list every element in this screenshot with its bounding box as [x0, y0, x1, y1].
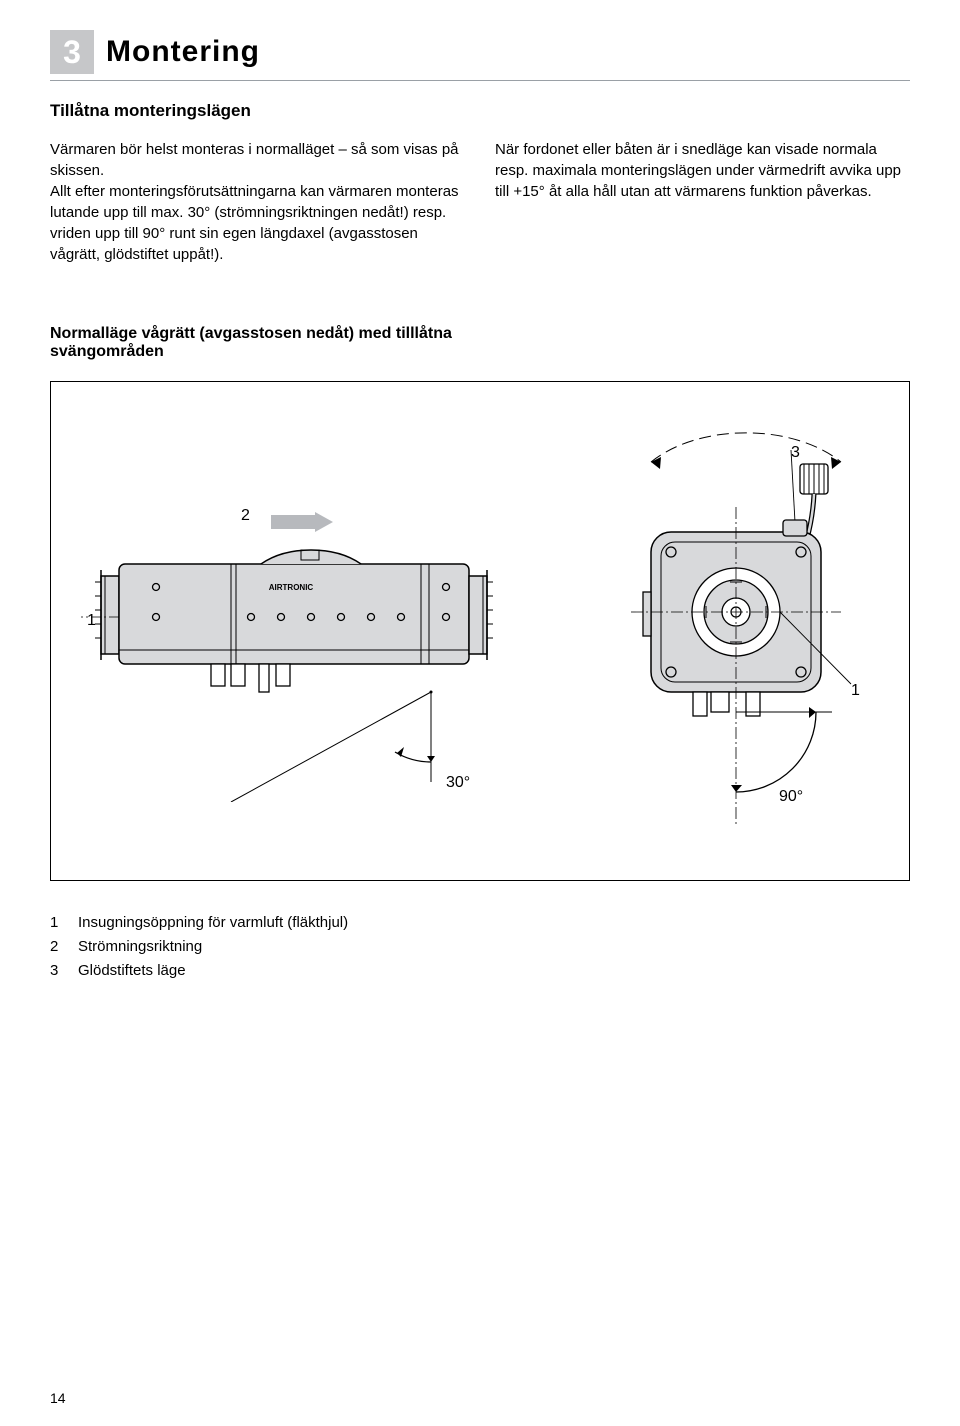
left-para: Värmaren bör helst monteras i normalläge…: [50, 139, 465, 265]
legend-row: 3 Glödstiftets läge: [50, 959, 910, 983]
figure-caption: Normalläge vågrätt (avgasstosen nedåt) m…: [50, 325, 470, 361]
right-para: När fordonet eller båten är i snedläge k…: [495, 139, 910, 202]
section-header: 3 Montering: [50, 30, 910, 74]
figure-frame: 3 2 1 1 30° 90°: [50, 381, 910, 881]
body-columns: Värmaren bör helst monteras i normalläge…: [50, 139, 910, 265]
device-side-view: AIRTRONIC: [81, 482, 511, 802]
legend-num: 1: [50, 911, 64, 935]
legend-num: 2: [50, 935, 64, 959]
legend-text: Glödstiftets läge: [78, 959, 186, 983]
legend: 1 Insugningsöppning för varmluft (fläkth…: [50, 911, 910, 983]
page-number: 14: [50, 1390, 66, 1406]
device-end-view: [581, 392, 911, 852]
legend-text: Strömningsriktning: [78, 935, 202, 959]
legend-row: 2 Strömningsriktning: [50, 935, 910, 959]
legend-num: 3: [50, 959, 64, 983]
subtitle: Tillåtna monteringslägen: [50, 101, 910, 121]
section-title: Montering: [106, 35, 260, 69]
left-column: Värmaren bör helst monteras i normalläge…: [50, 139, 465, 265]
right-column: När fordonet eller båten är i snedläge k…: [495, 139, 910, 265]
legend-row: 1 Insugningsöppning för varmluft (fläkth…: [50, 911, 910, 935]
header-rule: [50, 80, 910, 81]
svg-text:AIRTRONIC: AIRTRONIC: [269, 583, 314, 592]
section-number-badge: 3: [50, 30, 94, 74]
legend-text: Insugningsöppning för varmluft (fläkthju…: [78, 911, 348, 935]
